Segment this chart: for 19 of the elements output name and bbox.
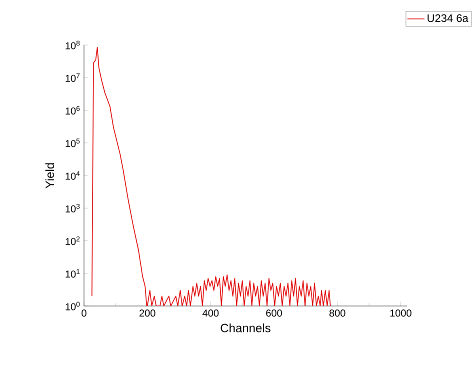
y-tick-label: 10$^{0}$ bbox=[66, 302, 80, 310]
x-tick-label: 600 bbox=[266, 310, 282, 317]
y-tick-label: 10$^{6}$ bbox=[66, 106, 80, 115]
line-series bbox=[92, 46, 331, 306]
x-tick-label: 200 bbox=[139, 310, 156, 317]
y-tick-label: 10$^{8}$ bbox=[66, 40, 80, 50]
y-tick-label: 10$^{3}$ bbox=[66, 204, 80, 212]
x-tick-label: 400 bbox=[202, 310, 219, 317]
x-tick-label: 800 bbox=[329, 310, 346, 317]
x-tick-label: 1000 bbox=[390, 310, 412, 317]
x-axis-title: Channels bbox=[220, 323, 270, 332]
y-tick-label: 10$^{7}$ bbox=[66, 73, 80, 82]
legend-label: U234 6a bbox=[428, 14, 468, 22]
y-tick-label: 10$^{1}$ bbox=[66, 269, 80, 278]
y-tick-label: 10$^{4}$ bbox=[66, 171, 80, 180]
y-tick-label: 10$^{5}$ bbox=[66, 138, 80, 148]
y-axis-title: Yield bbox=[45, 163, 54, 188]
x-tick-label: 0 bbox=[82, 310, 86, 317]
y-tick-label: 10$^{2}$ bbox=[66, 236, 80, 246]
